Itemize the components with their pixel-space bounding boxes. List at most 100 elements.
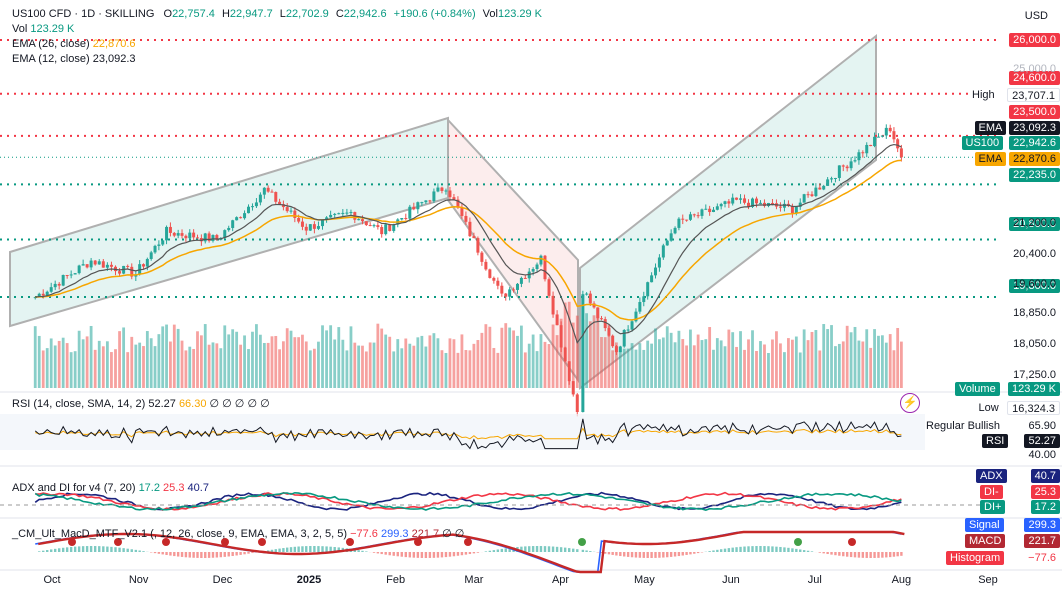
time-axis-label: Sep bbox=[978, 574, 998, 586]
volume-bar bbox=[880, 335, 884, 388]
volume-bar bbox=[297, 337, 301, 388]
volume-bar bbox=[321, 325, 324, 388]
candle-body bbox=[575, 394, 579, 413]
macd-histogram-bar bbox=[400, 552, 403, 557]
candle-body bbox=[85, 264, 89, 268]
time-axis-label: Mar bbox=[464, 574, 484, 586]
volume-bar bbox=[57, 340, 61, 388]
macd-histogram-bar bbox=[38, 551, 41, 552]
volume-bar bbox=[149, 338, 153, 388]
candle-body bbox=[869, 144, 873, 147]
volume-bar bbox=[105, 341, 109, 388]
candle-body bbox=[865, 144, 869, 154]
ema26-legend[interactable]: EMA (26, close) 22,870.6 bbox=[12, 38, 136, 50]
ema12-legend[interactable]: EMA (12, close) 23,092.3 bbox=[12, 53, 136, 65]
candle-body bbox=[599, 318, 603, 320]
candle-body bbox=[547, 279, 551, 296]
currency-label[interactable]: USD bbox=[1024, 10, 1048, 22]
candle-body bbox=[492, 277, 496, 281]
di-minus-value: 25.3 bbox=[1030, 485, 1060, 499]
volume-bar bbox=[69, 352, 73, 388]
candle-body bbox=[372, 225, 376, 227]
macd-histogram-bar bbox=[173, 552, 176, 557]
macd-histogram-bar bbox=[488, 550, 492, 552]
volume-bar bbox=[747, 339, 750, 388]
candle-body bbox=[349, 212, 353, 214]
macd-histogram-bar bbox=[192, 552, 195, 558]
macd-histogram-bar bbox=[440, 552, 444, 558]
volume-bar bbox=[681, 339, 685, 388]
volume-bar bbox=[357, 345, 361, 388]
macd-histogram-bar bbox=[842, 552, 845, 557]
candle-body bbox=[747, 202, 751, 207]
candle-body bbox=[420, 202, 424, 204]
change-value: +190.6 (+0.84%) bbox=[393, 8, 476, 20]
rsi-legend[interactable]: RSI (14, close, SMA, 14, 2) 52.27 66.30 … bbox=[12, 398, 270, 410]
volume-bar bbox=[735, 346, 738, 388]
volume-bar bbox=[830, 325, 833, 388]
candle-body bbox=[508, 289, 512, 297]
volume-bar bbox=[614, 342, 618, 388]
candle-body bbox=[567, 361, 571, 382]
candle-body bbox=[770, 202, 774, 204]
lightning-alert-icon[interactable]: ⚡ bbox=[900, 393, 920, 413]
macd-histogram-bar bbox=[869, 552, 872, 558]
volume-bar bbox=[333, 339, 337, 388]
volume-bar bbox=[519, 325, 523, 388]
regular-bullish-label: Regular Bullish bbox=[926, 420, 1000, 432]
candle-body bbox=[239, 217, 243, 219]
candle-body bbox=[448, 190, 452, 198]
macd-histogram-bar bbox=[739, 546, 742, 552]
macd-histogram-bar bbox=[634, 552, 638, 558]
volume-bar bbox=[388, 336, 392, 388]
volume-bar bbox=[563, 302, 567, 388]
volume-bar bbox=[739, 331, 742, 388]
macd-histogram-bar bbox=[106, 546, 109, 552]
price-axis-label: 18,050.0 bbox=[1013, 337, 1056, 350]
volume-bar bbox=[258, 334, 262, 388]
macd-histogram-bar bbox=[266, 550, 270, 552]
candle-body bbox=[896, 139, 900, 149]
candle-body bbox=[444, 190, 448, 192]
adx-legend[interactable]: ADX and DI for v4 (7, 20) 17.2 25.3 40.7 bbox=[12, 482, 209, 494]
macd-histogram-bar bbox=[196, 552, 199, 558]
volume-bar bbox=[231, 329, 235, 388]
histogram-tag: Histogram bbox=[946, 551, 1005, 565]
macd-histogram-bar bbox=[337, 547, 340, 552]
candle-body bbox=[262, 187, 266, 195]
price-axis-label: 18,850.0 bbox=[1013, 307, 1056, 320]
volume-bar bbox=[81, 339, 85, 388]
candle-body bbox=[735, 197, 739, 200]
macd-histogram-bar bbox=[496, 549, 500, 552]
volume-bar bbox=[285, 328, 289, 388]
macd-histogram-bar bbox=[763, 546, 766, 552]
price-tag-level: 23,500.0 bbox=[1009, 105, 1060, 119]
macd-histogram-bar bbox=[581, 549, 585, 552]
candle-body bbox=[81, 264, 85, 266]
volume-bar bbox=[165, 324, 168, 388]
candle-body bbox=[715, 206, 719, 210]
volume-bar bbox=[638, 343, 642, 388]
vol-legend[interactable]: Vol 123.29 K bbox=[12, 23, 75, 35]
volume-bar bbox=[468, 350, 472, 388]
volume-bar bbox=[818, 350, 822, 388]
macd-legend[interactable]: _CM_Ult_MacD_MTF_V2.1 (, 12, 26, close, … bbox=[12, 528, 465, 540]
price-tag-level: 22,235.0 bbox=[1009, 168, 1060, 182]
signal-tag: Signal bbox=[965, 518, 1004, 532]
macd-histogram-bar bbox=[243, 552, 246, 555]
macd-histogram-bar bbox=[460, 552, 464, 556]
macd-histogram-bar bbox=[126, 548, 129, 552]
volume-bar bbox=[368, 342, 372, 388]
candle-body bbox=[496, 280, 500, 286]
candle-body bbox=[145, 258, 149, 267]
volume-bar bbox=[420, 335, 424, 388]
candle-body bbox=[754, 198, 758, 204]
volume-bar bbox=[196, 331, 199, 388]
candle-body bbox=[235, 217, 239, 221]
candle-body bbox=[798, 202, 802, 207]
macd-histogram-bar bbox=[791, 548, 794, 552]
volume-bar bbox=[436, 338, 440, 388]
time-axis-label: May bbox=[633, 574, 655, 586]
volume-bar bbox=[114, 349, 117, 388]
